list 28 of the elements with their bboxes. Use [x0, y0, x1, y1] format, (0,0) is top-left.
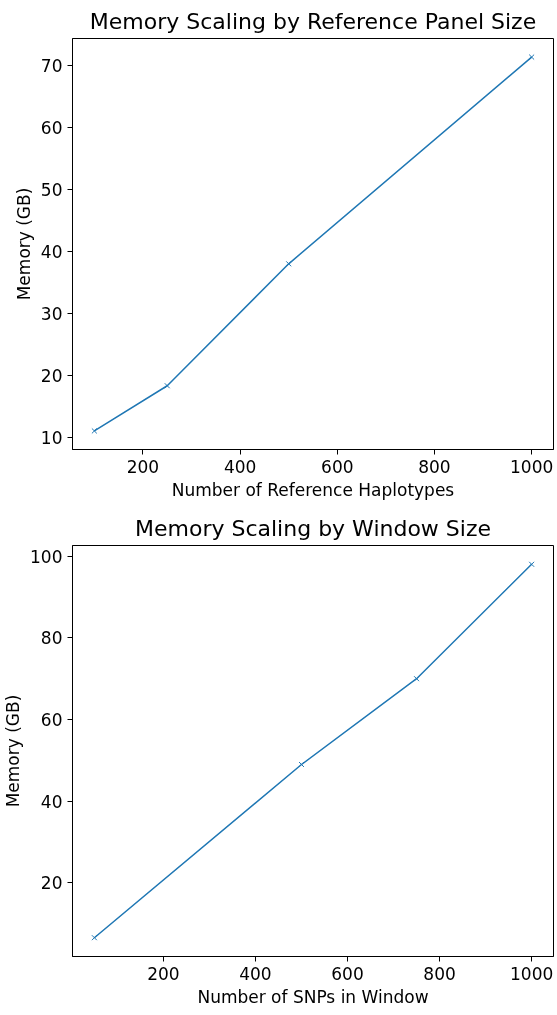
y-tick-label: 80: [40, 628, 63, 649]
y-tick-label: 60: [40, 710, 63, 731]
y-axis-title: Memory (GB): [13, 187, 34, 301]
y-tick-label: 10: [40, 427, 63, 448]
x-tick-label: 600: [321, 456, 354, 477]
y-tick-label: 20: [40, 365, 63, 386]
y-axis-title: Memory (GB): [3, 694, 24, 808]
y-tick-label: 50: [40, 180, 63, 201]
x-tick-label: 1000: [510, 963, 554, 984]
x-tick-label: 1000: [510, 456, 554, 477]
y-tick-label: 60: [40, 118, 63, 139]
x-tick-label: 200: [147, 963, 180, 984]
x-tick-label: 400: [239, 963, 272, 984]
y-tick-label: 70: [40, 56, 63, 77]
x-tick-label: 600: [331, 963, 364, 984]
y-tick-label: 20: [40, 873, 63, 894]
x-axis-title: Number of Reference Haplotypes: [171, 479, 455, 500]
x-tick-label: 800: [418, 456, 451, 477]
y-tick-label: 100: [30, 546, 63, 567]
chart-title: Memory Scaling by Window Size: [135, 515, 492, 541]
x-tick-label: 800: [423, 963, 456, 984]
chart-title: Memory Scaling by Reference Panel Size: [89, 8, 537, 34]
x-tick-label: 400: [223, 456, 257, 477]
x-axis-title: Number of SNPs in Window: [197, 986, 429, 1007]
y-tick-label: 40: [40, 241, 63, 262]
y-tick-label: 30: [40, 303, 63, 324]
y-tick-label: 40: [40, 791, 63, 812]
x-tick-label: 200: [126, 456, 160, 477]
